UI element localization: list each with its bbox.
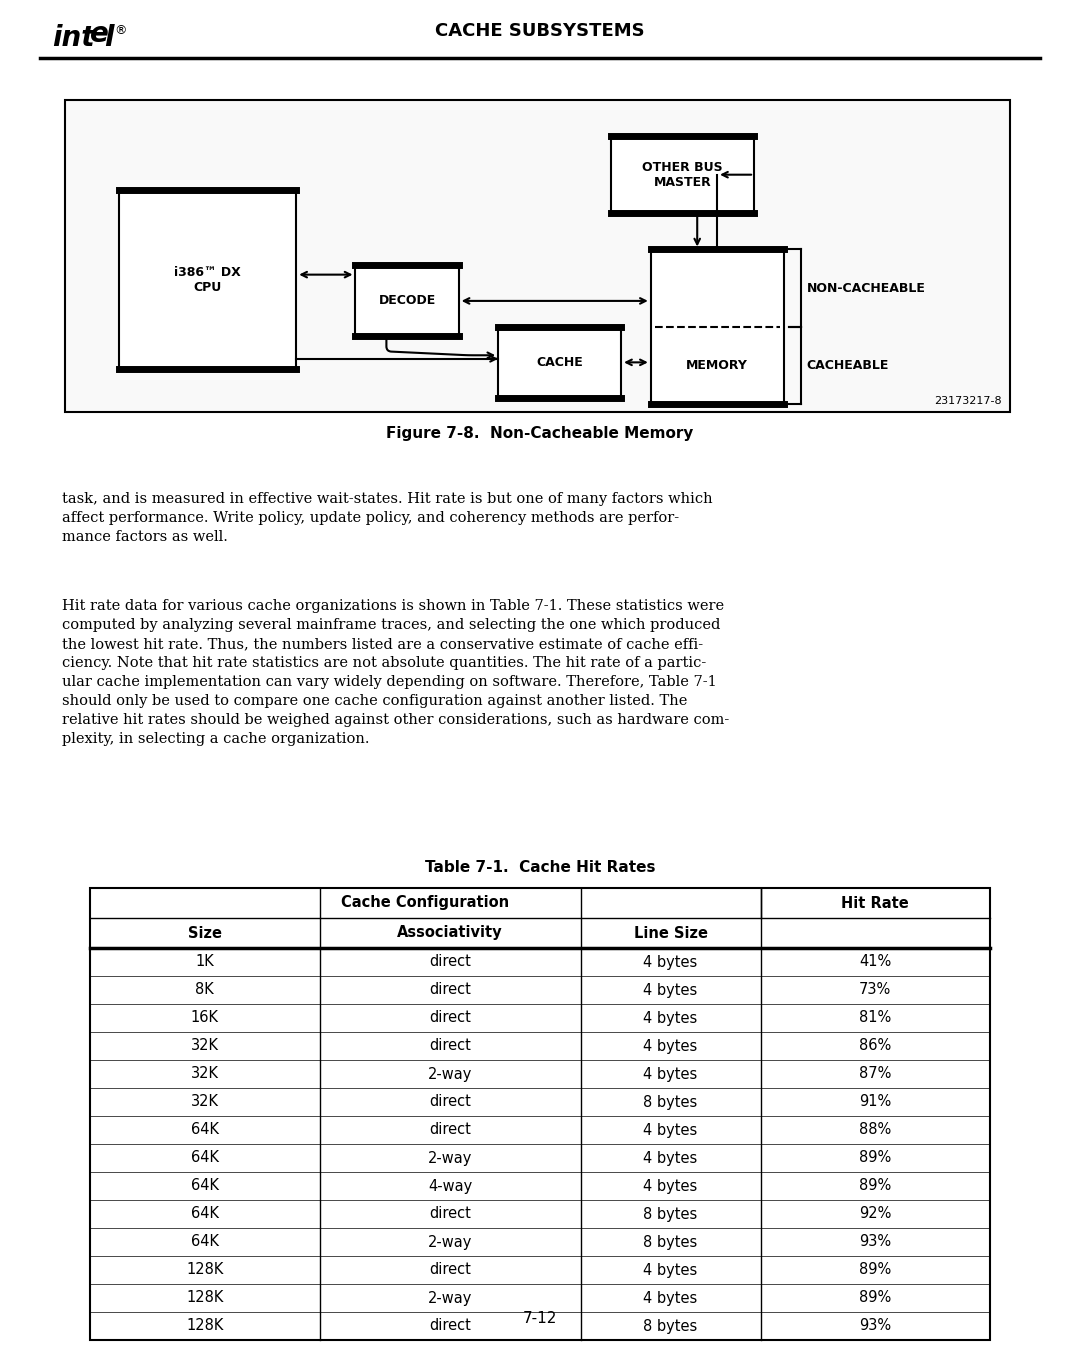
Text: 32K: 32K (191, 1094, 219, 1109)
Text: direct: direct (429, 1010, 471, 1025)
Text: e: e (90, 20, 109, 47)
Text: 1K: 1K (195, 955, 214, 969)
Text: 64K: 64K (191, 1151, 219, 1166)
Text: 4 bytes: 4 bytes (644, 1178, 698, 1193)
Bar (65, 100, 1010, 412)
Text: DECODE: DECODE (378, 294, 435, 307)
Text: Table 7-1.  Cache Hit Rates: Table 7-1. Cache Hit Rates (424, 860, 656, 875)
Text: should only be used to compare one cache configuration against another listed. T: should only be used to compare one cache… (62, 695, 687, 708)
Text: 64K: 64K (191, 1122, 219, 1137)
Text: 4 bytes: 4 bytes (644, 1151, 698, 1166)
Bar (651, 249, 784, 405)
Text: 8 bytes: 8 bytes (644, 1235, 698, 1250)
Text: CACHEABLE: CACHEABLE (807, 359, 889, 372)
Text: CACHE: CACHE (537, 356, 583, 368)
Text: 92%: 92% (859, 1206, 891, 1221)
Text: 73%: 73% (859, 983, 891, 998)
Text: 4 bytes: 4 bytes (644, 1290, 698, 1305)
Text: 93%: 93% (860, 1235, 891, 1250)
Text: 4 bytes: 4 bytes (644, 1039, 698, 1053)
Text: 89%: 89% (859, 1290, 891, 1305)
Text: 64K: 64K (191, 1206, 219, 1221)
Text: mance factors as well.: mance factors as well. (62, 529, 228, 544)
Text: 4 bytes: 4 bytes (644, 1010, 698, 1025)
Text: OTHER BUS
MASTER: OTHER BUS MASTER (643, 161, 723, 188)
Text: 91%: 91% (859, 1094, 891, 1109)
Text: Size: Size (188, 926, 221, 941)
Text: direct: direct (429, 955, 471, 969)
Text: NON-CACHEABLE: NON-CACHEABLE (807, 282, 926, 295)
Text: 87%: 87% (859, 1067, 891, 1082)
Text: task, and is measured in effective wait-states. Hit rate is but one of many fact: task, and is measured in effective wait-… (62, 492, 713, 506)
Text: i386™ DX
CPU: i386™ DX CPU (174, 265, 241, 294)
Text: 41%: 41% (859, 955, 891, 969)
Text: Line Size: Line Size (634, 926, 707, 941)
Text: direct: direct (429, 1122, 471, 1137)
Bar (90, 888, 990, 1340)
Text: direct: direct (429, 1319, 471, 1334)
Text: 89%: 89% (859, 1262, 891, 1278)
Text: 4 bytes: 4 bytes (644, 1122, 698, 1137)
Bar (498, 326, 621, 398)
Text: 89%: 89% (859, 1151, 891, 1166)
Text: direct: direct (429, 1262, 471, 1278)
Text: MEMORY: MEMORY (686, 359, 748, 372)
Text: direct: direct (429, 983, 471, 998)
Text: 8 bytes: 8 bytes (644, 1094, 698, 1109)
Text: 93%: 93% (860, 1319, 891, 1334)
Text: 4 bytes: 4 bytes (644, 1262, 698, 1278)
Text: Figure 7-8.  Non-Cacheable Memory: Figure 7-8. Non-Cacheable Memory (387, 427, 693, 441)
Text: 2-way: 2-way (428, 1067, 472, 1082)
Text: 2-way: 2-way (428, 1235, 472, 1250)
Text: 4 bytes: 4 bytes (644, 983, 698, 998)
Text: 23173217-8: 23173217-8 (934, 395, 1002, 406)
Text: 64K: 64K (191, 1178, 219, 1193)
Text: Associativity: Associativity (397, 926, 503, 941)
Text: 32K: 32K (191, 1067, 219, 1082)
Text: ®: ® (114, 24, 126, 37)
Text: 128K: 128K (186, 1290, 224, 1305)
Bar (355, 265, 459, 336)
Bar (119, 190, 296, 370)
Text: Hit Rate: Hit Rate (841, 895, 909, 910)
Text: 128K: 128K (186, 1262, 224, 1278)
Text: the lowest hit rate. Thus, the numbers listed are a conservative estimate of cac: the lowest hit rate. Thus, the numbers l… (62, 636, 703, 651)
Text: 8 bytes: 8 bytes (644, 1206, 698, 1221)
Bar (611, 135, 754, 214)
Text: 89%: 89% (859, 1178, 891, 1193)
Text: 7-12: 7-12 (523, 1311, 557, 1326)
Text: relative hit rates should be weighed against other considerations, such as hardw: relative hit rates should be weighed aga… (62, 714, 729, 727)
Text: direct: direct (429, 1094, 471, 1109)
Text: 4-way: 4-way (428, 1178, 472, 1193)
Text: 16K: 16K (191, 1010, 219, 1025)
Text: 128K: 128K (186, 1319, 224, 1334)
Text: 4 bytes: 4 bytes (644, 955, 698, 969)
Text: ular cache implementation can vary widely depending on software. Therefore, Tabl: ular cache implementation can vary widel… (62, 676, 717, 689)
Text: 8K: 8K (195, 983, 214, 998)
Text: affect performance. Write policy, update policy, and coherency methods are perfo: affect performance. Write policy, update… (62, 510, 679, 525)
Text: direct: direct (429, 1039, 471, 1053)
Text: 2-way: 2-way (428, 1151, 472, 1166)
Text: 32K: 32K (191, 1039, 219, 1053)
Text: 2-way: 2-way (428, 1290, 472, 1305)
Text: direct: direct (429, 1206, 471, 1221)
Text: plexity, in selecting a cache organization.: plexity, in selecting a cache organizati… (62, 733, 369, 746)
Text: Hit rate data for various cache organizations is shown in Table 7-1. These stati: Hit rate data for various cache organiza… (62, 598, 724, 613)
Text: l: l (104, 24, 113, 51)
Text: 81%: 81% (859, 1010, 891, 1025)
Text: ciency. Note that hit rate statistics are not absolute quantities. The hit rate : ciency. Note that hit rate statistics ar… (62, 655, 706, 670)
Text: computed by analyzing several mainframe traces, and selecting the one which prod: computed by analyzing several mainframe … (62, 617, 720, 632)
Text: 4 bytes: 4 bytes (644, 1067, 698, 1082)
Text: int: int (52, 24, 95, 51)
Text: 64K: 64K (191, 1235, 219, 1250)
Text: 88%: 88% (859, 1122, 891, 1137)
Text: 8 bytes: 8 bytes (644, 1319, 698, 1334)
Text: 86%: 86% (859, 1039, 891, 1053)
Text: CACHE SUBSYSTEMS: CACHE SUBSYSTEMS (435, 22, 645, 41)
Text: Cache Configuration: Cache Configuration (341, 895, 510, 910)
